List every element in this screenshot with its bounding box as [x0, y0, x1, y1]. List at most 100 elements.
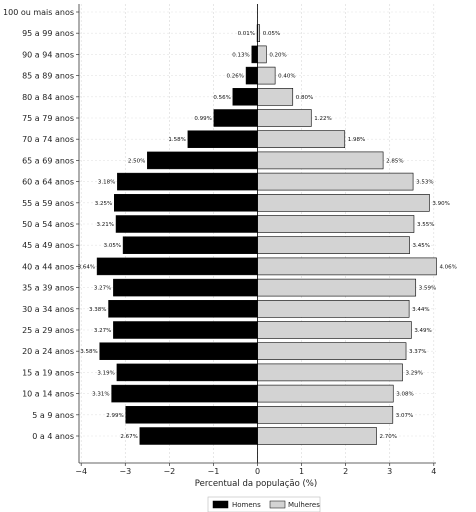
data-label-homens: 2.50%: [128, 158, 145, 164]
data-label-mulheres: 3.90%: [432, 201, 449, 207]
bar-homens: [245, 66, 258, 85]
bar-homens: [108, 300, 258, 318]
data-label-mulheres: 3.55%: [417, 222, 434, 228]
data-label-homens: 3.21%: [97, 222, 114, 228]
data-label-mulheres: 3.45%: [413, 243, 430, 249]
y-tick-label: 25 a 29 anos: [22, 326, 74, 335]
x-tick-label: 4: [431, 467, 436, 476]
x-axis-title: Percentual da população (%): [195, 479, 317, 489]
data-label-homens: 3.19%: [97, 370, 114, 376]
x-tick-label: 2: [343, 467, 348, 476]
y-tick-label: 60 a 64 anos: [22, 178, 74, 187]
bars-layer: [96, 24, 437, 445]
bar-mulheres: [257, 342, 407, 361]
data-label-homens: 0.13%: [232, 52, 249, 58]
bar-mulheres: [257, 321, 412, 339]
y-tick-label: 15 a 19 anos: [22, 368, 74, 377]
y-tick-label: 65 a 69 anos: [22, 156, 74, 165]
data-label-mulheres: 3.59%: [419, 286, 436, 292]
legend-frame: [207, 496, 321, 512]
data-label-homens: 2.67%: [120, 434, 137, 440]
bar-homens: [116, 363, 258, 382]
bar-mulheres: [257, 427, 377, 445]
data-label-mulheres: 3.53%: [416, 180, 433, 186]
bar-mulheres: [257, 405, 394, 424]
x-tick-label: 1: [299, 467, 304, 476]
legend-label-mulheres: Mulheres: [288, 501, 320, 509]
data-label-homens: 3.31%: [92, 392, 109, 398]
data-label-homens: 0.26%: [227, 74, 244, 80]
bar-homens: [117, 172, 258, 191]
data-label-mulheres: 0.05%: [263, 31, 280, 37]
data-label-homens: 2.99%: [106, 413, 123, 419]
bar-mulheres: [257, 45, 267, 64]
bar-mulheres: [257, 299, 410, 318]
bar-homens: [232, 88, 258, 106]
x-tick-label: −1: [208, 467, 220, 476]
bar-mulheres: [257, 88, 294, 106]
data-label-mulheres: 0.80%: [296, 95, 313, 101]
bar-homens: [99, 342, 258, 360]
y-tick-label: 20 a 24 anos: [22, 347, 74, 356]
x-tick-label: −3: [119, 467, 131, 476]
bar-mulheres: [257, 151, 384, 170]
data-label-homens: 1.58%: [168, 137, 185, 143]
bar-homens: [96, 257, 258, 276]
legend-swatch-homens: [212, 500, 229, 509]
labels-layer: 0.01% 0.05% 0.13% 0.20% 0.26% 0.40% 0.56% 0.80%…: [78, 31, 457, 440]
bar-homens: [139, 427, 258, 445]
bar-homens: [251, 45, 258, 64]
data-label-mulheres: 3.44%: [412, 307, 429, 313]
bar-mulheres: [257, 363, 403, 382]
x-tick-label: 3: [387, 467, 392, 476]
data-label-homens: 3.58%: [80, 349, 97, 355]
data-label-homens: 3.05%: [104, 243, 121, 249]
y-tick-label: 40 a 44 anos: [22, 262, 74, 271]
data-label-mulheres: 3.49%: [414, 328, 431, 334]
data-label-mulheres: 0.20%: [269, 52, 286, 58]
legend-swatch-mulheres: [269, 500, 286, 509]
bar-mulheres: [257, 257, 437, 276]
data-label-mulheres: 3.29%: [406, 370, 423, 376]
data-label-homens: 3.27%: [94, 286, 111, 292]
y-tick-label: 30 a 34 anos: [22, 305, 74, 314]
bar-mulheres: [257, 194, 430, 212]
y-tick-label: 100 ou mais anos: [3, 8, 74, 17]
bar-homens: [111, 384, 258, 403]
data-label-homens: 3.64%: [78, 264, 95, 270]
y-tick-label: 80 a 84 anos: [22, 93, 74, 102]
data-label-mulheres: 3.07%: [396, 413, 413, 419]
x-tick-label: −4: [75, 467, 87, 476]
data-label-homens: 0.56%: [213, 95, 230, 101]
y-tick-label: 85 a 89 anos: [22, 72, 74, 81]
data-label-mulheres: 2.85%: [386, 158, 403, 164]
bar-mulheres: [257, 384, 394, 403]
bar-homens: [122, 236, 258, 254]
bar-mulheres: [257, 215, 415, 233]
data-label-mulheres: 1.22%: [314, 116, 331, 122]
legend-label-homens: Homens: [232, 501, 261, 509]
bar-homens: [113, 321, 258, 339]
data-label-homens: 3.18%: [98, 180, 115, 186]
y-tick-label: 95 a 99 anos: [22, 29, 74, 38]
bar-homens: [125, 406, 258, 424]
y-tick-label: 55 a 59 anos: [22, 199, 74, 208]
y-tick-label: 10 a 14 anos: [22, 390, 74, 399]
data-label-mulheres: 4.06%: [439, 264, 456, 270]
bar-mulheres: [257, 172, 414, 191]
bar-mulheres: [257, 236, 410, 254]
data-label-homens: 0.99%: [194, 116, 211, 122]
bar-homens: [114, 194, 258, 212]
bar-mulheres: [257, 278, 417, 297]
bar-homens: [213, 109, 258, 127]
y-tick-label: 5 a 9 anos: [32, 411, 74, 420]
bar-homens: [187, 130, 258, 148]
data-label-mulheres: 3.37%: [409, 349, 426, 355]
x-tick-label: −2: [163, 467, 175, 476]
data-label-homens: 3.25%: [95, 201, 112, 207]
bar-homens: [147, 151, 258, 170]
data-label-homens: 3.27%: [94, 328, 111, 334]
bar-mulheres: [257, 109, 312, 127]
data-label-homens: 0.01%: [238, 31, 255, 37]
